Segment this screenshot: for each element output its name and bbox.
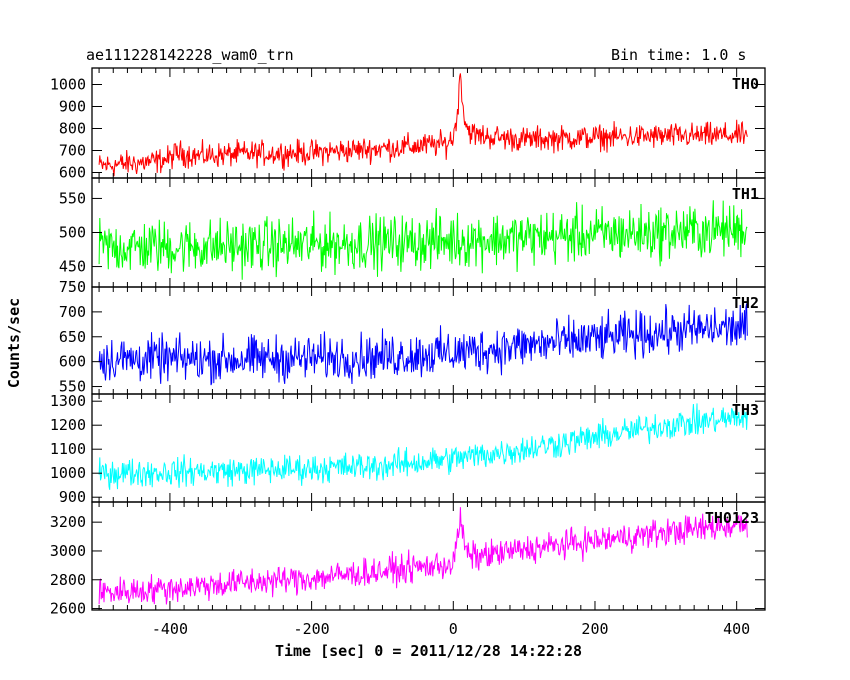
y-tick-label: 450 (59, 258, 86, 276)
series-th3 (98, 403, 748, 490)
y-tick-label: 550 (59, 378, 86, 396)
y-tick-label: 1100 (50, 440, 86, 458)
panel-label-th0: TH0 (732, 75, 759, 93)
x-tick-label: 200 (581, 620, 608, 638)
panel-frame-th2 (91, 286, 766, 395)
y-axis-label: Counts/sec (5, 298, 23, 388)
y-tick-label: 3200 (50, 513, 86, 531)
y-tick-label: 800 (59, 120, 86, 138)
x-tick-label: 400 (723, 620, 750, 638)
y-tick-label: 1000 (50, 76, 86, 94)
y-tick-label: 3000 (50, 542, 86, 560)
y-tick-label: 750 (59, 278, 86, 296)
y-tick-label: 500 (59, 224, 86, 242)
panel-label-th3: TH3 (732, 401, 759, 419)
y-tick-label: 650 (59, 328, 86, 346)
series-th0123 (98, 507, 748, 605)
series-th0 (98, 73, 748, 177)
y-tick-label: 1000 (50, 464, 86, 482)
panel-label-th2: TH2 (732, 294, 759, 312)
x-axis-label: Time [sec] 0 = 2011/12/28 14:22:28 (275, 642, 582, 660)
series-th1 (98, 200, 748, 280)
panel-frame-th0 (91, 67, 766, 179)
y-tick-label: 550 (59, 189, 86, 207)
panel-frame-th0123 (91, 501, 766, 611)
series-th2 (98, 303, 748, 386)
y-tick-label: 1200 (50, 416, 86, 434)
panel-frame-th1 (91, 177, 766, 288)
x-tick-label: 0 (449, 620, 458, 638)
x-tick-label: -200 (294, 620, 330, 638)
bin-time-label: Bin time: 1.0 s (611, 46, 747, 64)
panel-label-th1: TH1 (732, 185, 759, 203)
y-tick-label: 700 (59, 142, 86, 160)
panel-label-th0123: TH0123 (705, 509, 759, 527)
y-tick-label: 700 (59, 303, 86, 321)
y-tick-label: 2600 (50, 600, 86, 618)
x-tick-label: -400 (152, 620, 188, 638)
y-tick-label: 1300 (50, 392, 86, 410)
y-tick-label: 900 (59, 488, 86, 506)
y-tick-label: 2800 (50, 571, 86, 589)
chart-title: ae111228142228_wam0_trn (86, 46, 294, 64)
y-tick-label: 900 (59, 98, 86, 116)
y-tick-label: 600 (59, 164, 86, 182)
y-tick-label: 600 (59, 353, 86, 371)
